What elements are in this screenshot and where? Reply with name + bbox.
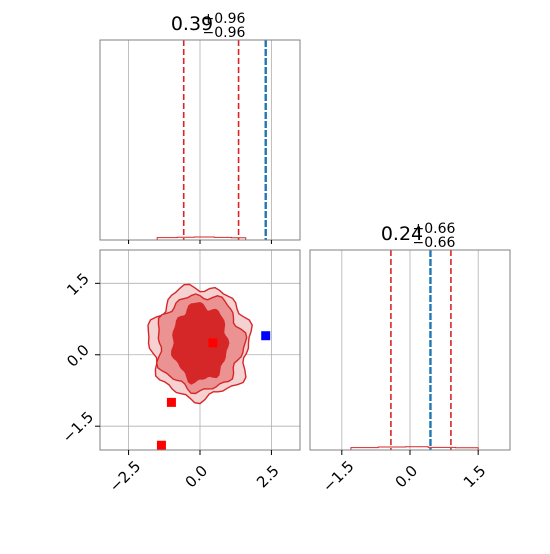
truth-marker — [208, 338, 218, 348]
title-median: 0.24 — [381, 223, 423, 245]
joint-plot-area — [100, 250, 300, 450]
contour-level — [170, 301, 230, 385]
title-plus-error: +0.96 — [203, 11, 246, 27]
panel-title: 0.24 — [381, 223, 423, 245]
title-minus-error: −0.66 — [413, 235, 456, 251]
x-tick-label: 1.5 — [460, 462, 490, 492]
y-tick-label: 0.0 — [63, 341, 93, 371]
y-tick-label: 1.5 — [63, 270, 93, 300]
param1-histogram-panel: 0.39+0.96−0.96 — [99, 11, 301, 244]
x-tick-label: −2.5 — [106, 457, 144, 495]
x-tick-label: 0.0 — [392, 462, 422, 492]
histogram-bars — [350, 446, 479, 450]
truth-marker — [156, 440, 166, 450]
x-tick-label: 0.0 — [182, 462, 212, 492]
x-tick-label: −1.5 — [319, 457, 357, 495]
param2-histogram-panel: 0.24+0.66−0.66 −1.5 0.0 1.5 — [309, 221, 511, 496]
title-plus-error: +0.66 — [413, 221, 456, 237]
title-minus-error: −0.96 — [203, 25, 246, 41]
truth-marker — [261, 331, 271, 341]
panel-title: 0.39 — [171, 13, 213, 35]
title-median: 0.39 — [171, 13, 213, 35]
y-tick-label: −1.5 — [59, 408, 97, 446]
truth-marker — [166, 397, 176, 407]
x-tick-label: 2.5 — [253, 462, 283, 492]
joint-contour-panel: −2.5 0.0 2.5 1.5 0.0 −1.5 — [59, 249, 301, 496]
histogram-bars — [156, 236, 247, 240]
